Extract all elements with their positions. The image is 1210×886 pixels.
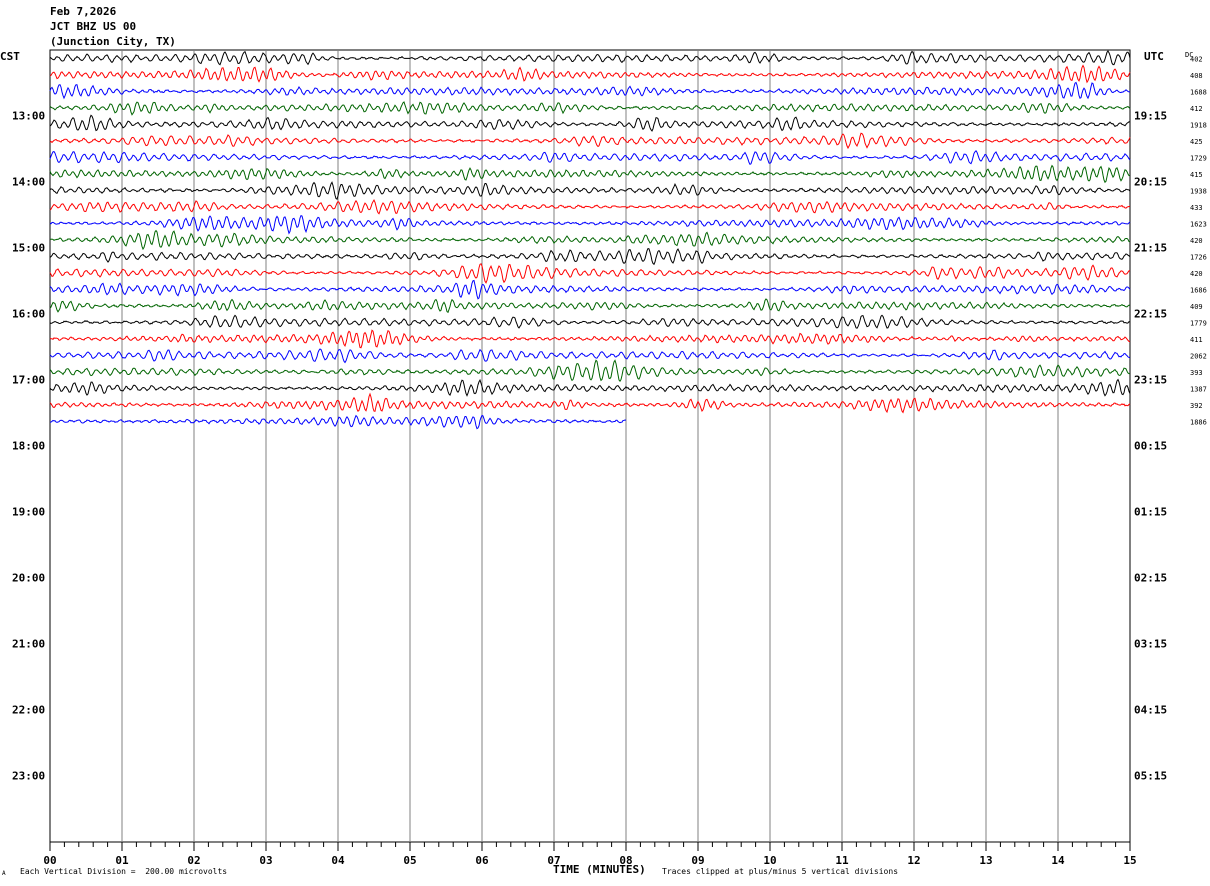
dc-offset-label: 1387 <box>1190 385 1207 393</box>
dc-offset-label: 433 <box>1190 204 1203 212</box>
trace-group <box>49 50 1131 430</box>
right-hour-label: 21:15 <box>1134 242 1167 255</box>
dc-offset-label: 412 <box>1190 105 1203 113</box>
left-hour-label: 19:00 <box>12 506 45 519</box>
x-tick-label: 11 <box>835 854 849 867</box>
x-tick-label: 14 <box>1051 854 1065 867</box>
right-zone-label: UTC <box>1144 50 1164 63</box>
x-tick-label: 03 <box>259 854 272 867</box>
dc-offset-label: 420 <box>1190 270 1203 278</box>
dc-offset-label: 1886 <box>1190 418 1207 426</box>
dc-offset-label: 1918 <box>1190 121 1207 129</box>
dc-offset-label: 1729 <box>1190 154 1207 162</box>
corner-mark: A <box>2 870 6 877</box>
seismic-trace <box>49 50 1131 66</box>
seismic-trace <box>49 150 1131 165</box>
x-tick-label: 02 <box>187 854 200 867</box>
seismic-trace <box>49 229 1131 251</box>
scale-note: Each Vertical Division = 200.00 microvol… <box>20 867 228 876</box>
x-tick-label: 08 <box>619 854 632 867</box>
seismic-trace <box>49 329 1131 349</box>
seismic-trace <box>49 64 1131 84</box>
dc-offset-label: 408 <box>1190 72 1203 80</box>
seismic-trace <box>49 248 1131 266</box>
dc-offset-label: 393 <box>1190 369 1203 377</box>
dc-offset-label: 1688 <box>1190 88 1207 96</box>
dc-offset-label: 411 <box>1190 336 1203 344</box>
dc-offset-label: 1938 <box>1190 187 1207 195</box>
plot-frame <box>49 49 1131 843</box>
right-hour-label: 04:15 <box>1134 704 1167 717</box>
x-tick-label: 06 <box>475 854 489 867</box>
right-hour-label: 03:15 <box>1134 638 1167 651</box>
left-hour-label: 17:00 <box>12 374 45 387</box>
seismic-trace <box>49 214 1131 235</box>
x-tick-label: 15 <box>1123 854 1136 867</box>
header-location: (Junction City, TX) <box>50 35 176 48</box>
right-hour-label: 20:15 <box>1134 176 1167 189</box>
right-hour-label: 19:15 <box>1134 110 1167 123</box>
axis-labels: 00 01 02 03 04 05 06 07 08 09 10 11 12 13 14 15 13:00 14:… <box>12 55 1207 867</box>
seismic-trace <box>49 81 1131 100</box>
seismic-trace <box>49 392 1131 414</box>
left-hour-label: 18:00 <box>12 440 45 453</box>
seismic-trace <box>49 114 1131 132</box>
x-tick-label: 13 <box>979 854 992 867</box>
seismic-trace <box>49 263 1131 284</box>
x-tick-label: 10 <box>763 854 776 867</box>
x-tick-label: 04 <box>331 854 345 867</box>
right-hour-label: 05:15 <box>1134 770 1167 783</box>
left-hour-label: 21:00 <box>12 638 45 651</box>
dc-offset-label: 1623 <box>1190 220 1207 228</box>
x-tick-label: 09 <box>691 854 704 867</box>
seismic-trace <box>49 181 1131 200</box>
x-tick-label: 01 <box>115 854 129 867</box>
left-hour-label: 14:00 <box>12 176 45 189</box>
left-hour-label: 13:00 <box>12 110 45 123</box>
dc-offset-label: 392 <box>1190 402 1203 410</box>
dc-offset-label: 2062 <box>1190 352 1207 360</box>
x-tick-label: 12 <box>907 854 920 867</box>
seismic-trace <box>49 359 1131 383</box>
right-hour-label: 01:15 <box>1134 506 1167 519</box>
seismic-trace <box>49 348 1131 364</box>
seismic-trace <box>49 414 627 430</box>
seismic-trace <box>49 101 1131 116</box>
right-hour-label: 00:15 <box>1134 440 1167 453</box>
right-hour-label: 23:15 <box>1134 374 1167 387</box>
grid-lines <box>49 49 1131 851</box>
dc-offset-label: 420 <box>1190 237 1203 245</box>
left-hour-label: 22:00 <box>12 704 45 717</box>
seismic-trace <box>49 164 1131 184</box>
seismic-trace <box>49 279 1131 300</box>
seismic-trace <box>49 132 1131 150</box>
dc-offset-label: 1726 <box>1190 253 1207 261</box>
left-hour-label: 23:00 <box>12 770 45 783</box>
left-hour-label: 15:00 <box>12 242 45 255</box>
dc-offset-label: 1779 <box>1190 319 1207 327</box>
header-station: JCT BHZ US 00 <box>50 20 137 33</box>
header-date: Feb 7,2026 <box>50 5 117 18</box>
dc-offset-label: 1686 <box>1190 286 1207 294</box>
right-hour-label: 22:15 <box>1134 308 1167 321</box>
left-hour-label: 20:00 <box>12 572 45 585</box>
dc-label: DC <box>1185 51 1193 59</box>
dc-offset-label: 402 <box>1190 55 1203 63</box>
dc-offset-label: 425 <box>1190 138 1203 146</box>
left-zone-label: CST <box>0 50 20 63</box>
x-axis-title: TIME (MINUTES) <box>553 863 646 876</box>
seismic-trace <box>49 298 1131 314</box>
seismic-trace <box>49 314 1131 329</box>
left-hour-label: 16:00 <box>12 308 45 321</box>
x-tick-label: 00 <box>43 854 56 867</box>
x-tick-label: 07 <box>547 854 560 867</box>
seismic-trace <box>49 378 1131 397</box>
x-tick-label: 05 <box>403 854 416 867</box>
clip-note: Traces clipped at plus/minus 5 vertical … <box>662 867 899 876</box>
seismic-trace <box>49 199 1131 215</box>
right-hour-label: 02:15 <box>1134 572 1167 585</box>
dc-offset-label: 415 <box>1190 171 1203 179</box>
dc-offset-label: 409 <box>1190 303 1203 311</box>
